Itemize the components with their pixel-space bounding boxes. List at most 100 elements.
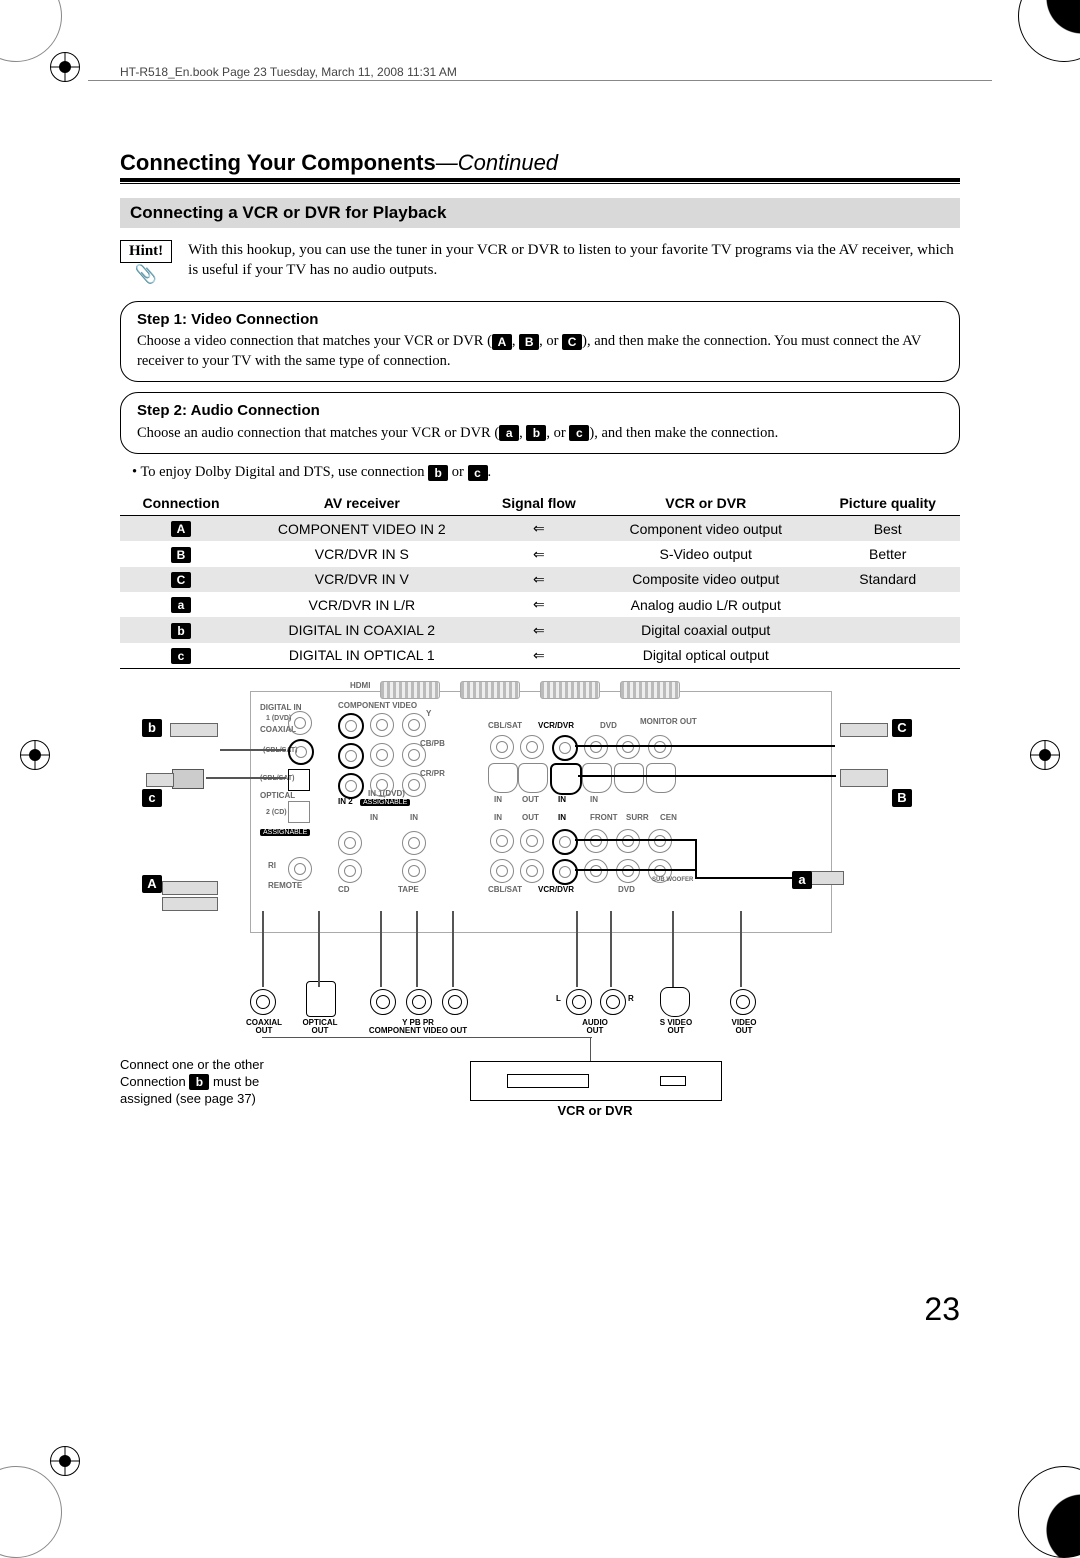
vcr-controls-icon (660, 1076, 686, 1086)
out-L: L (556, 995, 561, 1003)
jack-aud (584, 859, 608, 883)
cell-src: Composite video output (596, 567, 815, 592)
label-dvd: DVD (600, 721, 617, 730)
cell-qual: Standard (815, 567, 960, 592)
wire (575, 745, 835, 747)
badge-a: a (792, 871, 812, 889)
registration-mark (50, 1446, 80, 1476)
label-in-bold: IN (558, 813, 566, 822)
wire (695, 877, 793, 879)
cell-recv: COMPONENT VIDEO IN 2 (242, 516, 482, 542)
label-in: IN (494, 795, 502, 804)
vcr-caption: VCR or DVR (470, 1103, 720, 1118)
jack-mon-v (648, 735, 672, 759)
table-row: A COMPONENT VIDEO IN 2 ⇐ Component video… (120, 516, 960, 542)
cell-recv: VCR/DVR IN L/R (242, 592, 482, 617)
jack-mid (338, 859, 362, 883)
chip-cell: a (171, 597, 191, 613)
jack-aud (584, 829, 608, 853)
wire (380, 911, 382, 987)
step1-body-sep2: , or (539, 333, 562, 349)
jack-comp-pr (338, 773, 364, 799)
jack-vcr-r (552, 859, 578, 885)
jack-svideo-g (582, 763, 612, 793)
jack-coax1 (288, 711, 312, 735)
cell-src: Digital coaxial output (596, 617, 815, 642)
title-rule-thick (120, 178, 960, 182)
chip-c2: c (468, 465, 488, 481)
label-cblsat2: CBL/SAT (488, 885, 522, 894)
cell-src: Analog audio L/R output (596, 592, 815, 617)
jack-comp-pb (338, 743, 364, 769)
label-assignable: ASSIGNABLE (260, 829, 310, 836)
jack-svideo-vcr (550, 763, 582, 795)
wire (262, 1037, 592, 1038)
jack-aud (648, 829, 672, 853)
th-av-receiver: AV receiver (242, 491, 482, 516)
jack-aud (616, 859, 640, 883)
cell-recv: VCR/DVR IN S (242, 541, 482, 566)
badge-c: c (142, 789, 162, 807)
plug-optical-cable (146, 773, 174, 787)
out-y (370, 989, 396, 1015)
corner-mark (1018, 1466, 1080, 1558)
connection-table: Connection AV receiver Signal flow VCR o… (120, 491, 960, 668)
paperclip-icon: 📎 (135, 265, 157, 283)
registration-mark (50, 52, 80, 82)
out-audio-label: AUDIO OUT (570, 1019, 620, 1036)
chip-b: b (526, 425, 546, 441)
cell-flow: ⇐ (482, 567, 596, 592)
cell-qual: Best (815, 516, 960, 542)
bullet-pre: • To enjoy Dolby Digital and DTS, use co… (132, 464, 428, 480)
wire (610, 911, 612, 987)
section-title: Connecting a VCR or DVR for Playback (120, 198, 960, 228)
out-optical (306, 981, 336, 1017)
note-line2a: Connection (120, 1074, 189, 1089)
page-title-continued: —Continued (436, 150, 558, 175)
badge-A: A (142, 875, 162, 893)
chip-cell: c (171, 648, 191, 664)
wire (262, 911, 264, 987)
hint-label: Hint! (120, 240, 172, 263)
wire (452, 911, 454, 987)
jack-mid (402, 859, 426, 883)
step1-body-sep1: , (512, 333, 519, 349)
out-coax-label: COAXIAL OUT (240, 1019, 288, 1036)
wire (590, 1037, 591, 1061)
chip-A: A (492, 334, 512, 350)
jack-g (584, 735, 608, 759)
hdmi-slot (380, 681, 440, 699)
label-out: OUT (522, 813, 539, 822)
out-svideo-label: S VIDEO OUT (652, 1019, 700, 1036)
cell-flow: ⇐ (482, 516, 596, 542)
hdmi-slot (620, 681, 680, 699)
out-video (730, 989, 756, 1015)
jack-aud (520, 829, 544, 853)
label-in: IN (494, 813, 502, 822)
note-line3: assigned (see page 37) (120, 1091, 256, 1106)
jack-compout-a (402, 713, 426, 737)
label-in: IN (370, 813, 378, 822)
label-2cd: 2 (CD) (266, 809, 287, 816)
wire (206, 777, 286, 779)
badge-B: B (892, 789, 912, 807)
out-video-label: VIDEO OUT (720, 1019, 768, 1036)
plug-optical (172, 769, 204, 789)
chip-cell: A (171, 521, 191, 537)
label-front: FRONT (590, 813, 618, 822)
chip-cell: b (171, 623, 191, 639)
wire (220, 749, 286, 751)
cell-flow: ⇐ (482, 592, 596, 617)
wire (695, 839, 697, 879)
out-audio-l (566, 989, 592, 1015)
jack-aud (490, 829, 514, 853)
registration-mark (1030, 740, 1060, 770)
cell-qual (815, 617, 960, 642)
cell-qual (815, 643, 960, 668)
jack-comp1a (370, 713, 394, 737)
out-pr (442, 989, 468, 1015)
out-optical-label: OPTICAL OUT (295, 1019, 345, 1036)
crop-line (88, 80, 992, 81)
label-in: IN (558, 795, 566, 804)
label-cen: CEN (660, 813, 677, 822)
